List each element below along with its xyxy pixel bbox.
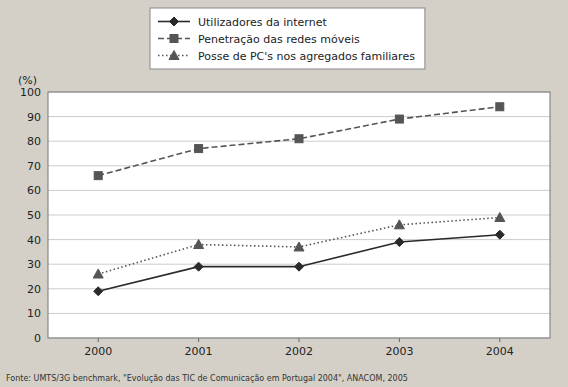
point: [94, 172, 102, 180]
source-note: Fonte: UMTS/3G benchmark, "Evolução das …: [6, 374, 408, 383]
point: [94, 287, 103, 296]
x-tick-label: 2004: [486, 345, 514, 358]
point: [195, 145, 203, 153]
y-tick-label: 100: [20, 86, 41, 99]
y-tick-label: 90: [27, 111, 41, 124]
y-tick-label: 70: [27, 160, 41, 173]
point: [194, 262, 203, 271]
plot-frame: [48, 92, 550, 338]
grid-line: [48, 190, 550, 191]
legend-marker: [169, 51, 179, 60]
y-tick-label: 30: [27, 258, 41, 271]
point: [495, 230, 504, 239]
point: [394, 220, 404, 229]
plot-area: [48, 92, 550, 338]
y-tick-label: 80: [27, 135, 41, 148]
y-tick-label: 60: [27, 184, 41, 197]
y-tick-label: 50: [27, 209, 41, 222]
grid-line: [48, 215, 550, 216]
grid-line: [48, 313, 550, 314]
series-line: [98, 235, 500, 292]
grid-line: [48, 288, 550, 289]
grid: [48, 92, 550, 338]
legend-marker: [170, 35, 178, 43]
point: [194, 240, 204, 249]
point: [93, 269, 103, 278]
point: [395, 238, 404, 247]
y-tick-label: 0: [34, 332, 41, 345]
y-tick-label: 20: [27, 283, 41, 296]
series-group: [93, 103, 505, 296]
point: [495, 212, 505, 221]
legend-label: Posse de PC's nos agregados familiares: [198, 50, 415, 63]
point: [294, 242, 304, 251]
point: [295, 135, 303, 143]
y-axis-label: (%): [18, 74, 37, 87]
chart: 0 10 20 30 40 50 60 70 80 90 100 2000 2001 2002 2003 20…: [0, 0, 568, 387]
x-tick: [198, 338, 199, 342]
point: [496, 103, 504, 111]
x-tick: [399, 338, 400, 342]
grid-line: [48, 239, 550, 240]
legend-box: [150, 8, 425, 69]
x-tick: [299, 338, 300, 342]
x-tick-label: 2001: [185, 345, 213, 358]
x-tick: [98, 338, 99, 342]
x-tick: [499, 338, 500, 342]
legend-label: Penetração das redes móveis: [198, 33, 360, 46]
grid-line: [48, 116, 550, 117]
grid-line: [48, 165, 550, 166]
legend-label: Utilizadores da internet: [198, 16, 327, 29]
series-line: [98, 107, 500, 176]
point: [295, 262, 304, 271]
legend: Utilizadores da internet Penetração das r…: [150, 8, 425, 69]
y-tick-label: 40: [27, 234, 41, 247]
legend-marker: [170, 17, 179, 26]
series-line: [98, 217, 500, 274]
x-tick-label: 2000: [84, 345, 112, 358]
point: [395, 115, 403, 123]
x-tick-label: 2003: [385, 345, 413, 358]
x-tick-label: 2002: [285, 345, 313, 358]
y-tick-label: 10: [27, 307, 41, 320]
